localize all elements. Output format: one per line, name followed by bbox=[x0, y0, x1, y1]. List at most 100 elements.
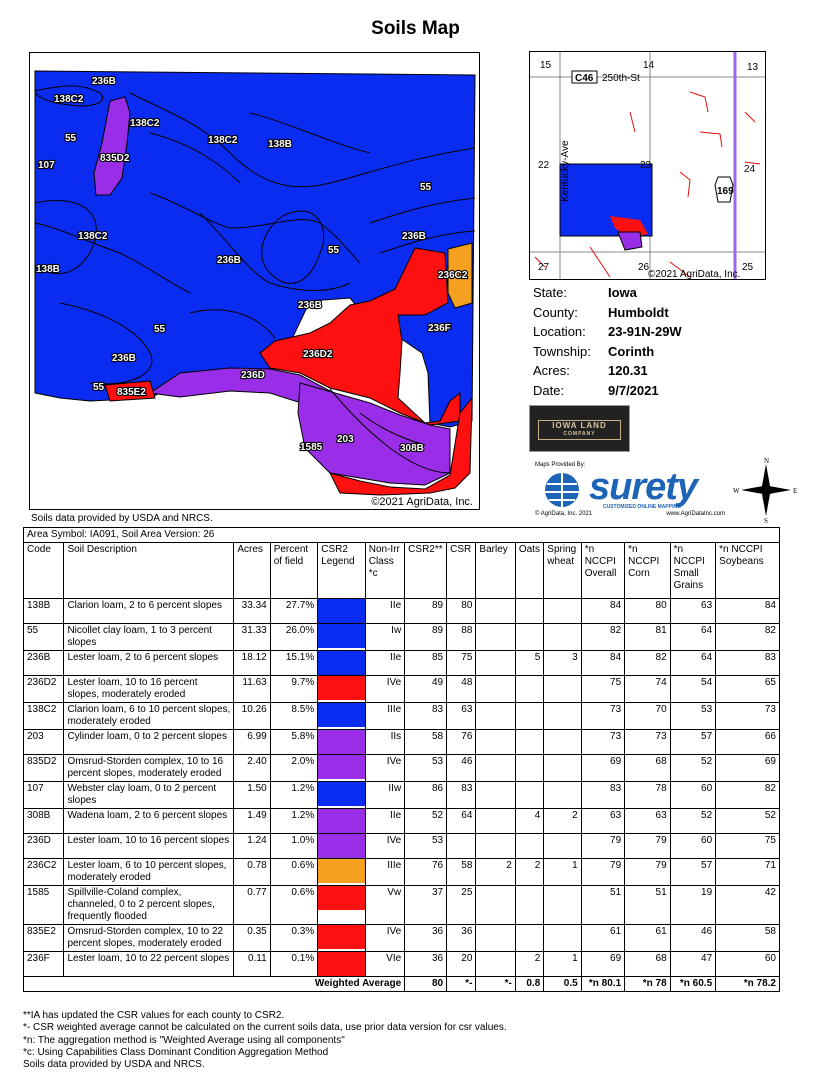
table-row: 835E2 Omsrud-Storden complex, 10 to 22 pe… bbox=[22, 924, 780, 952]
table-row: 236C2 Lester loam, 6 to 10 percent slopes… bbox=[22, 858, 780, 886]
inset-section: 23 bbox=[640, 160, 652, 171]
footnotes: **IA has updated the CSR values for each… bbox=[23, 1010, 507, 1071]
map-label: 55 bbox=[328, 245, 340, 256]
table-row: 138B Clarion loam, 2 to 6 percent slopes 3… bbox=[22, 598, 780, 624]
soil-835D2 bbox=[93, 96, 131, 196]
map-label: 138C2 bbox=[54, 94, 84, 105]
svg-text:E: E bbox=[793, 487, 797, 495]
location-inset-map[interactable]: C46 250th-St Kentucky-Ave 169 15 14 13 2… bbox=[529, 51, 766, 280]
map-label: 236B bbox=[298, 300, 322, 311]
soil-236C2 bbox=[447, 242, 473, 309]
csr2-legend-swatch bbox=[318, 730, 365, 754]
info-row: Date: 9/7/2021 bbox=[533, 382, 659, 398]
csr2-legend-swatch bbox=[318, 624, 365, 648]
map-label: 138C2 bbox=[208, 135, 238, 146]
inset-highway-label: 169 bbox=[717, 186, 734, 197]
soils-map-labels: 236B 138C2 138C2 55 107 835D2 138C2 138B… bbox=[35, 75, 469, 455]
map-label: 203 bbox=[337, 434, 354, 445]
map-copyright: ©2021 AgriData, Inc. bbox=[371, 496, 473, 508]
table-row: 1585 Spillville-Coland complex, channeled… bbox=[22, 885, 780, 925]
map-label: 835D2 bbox=[100, 153, 130, 164]
csr2-legend-swatch bbox=[318, 755, 365, 779]
inset-section: 15 bbox=[540, 60, 552, 71]
csr2-legend-swatch bbox=[318, 599, 365, 623]
iowa-land-logo: IOWA LAND COMPANY bbox=[529, 405, 630, 452]
map-label: 835E2 bbox=[117, 387, 146, 398]
table-row: 236D2 Lester loam, 10 to 16 percent slope… bbox=[22, 675, 780, 703]
map-label: 236D2 bbox=[303, 349, 333, 360]
map-label: 236B bbox=[112, 353, 136, 364]
table-row: 55 Nicollet clay loam, 1 to 3 percent slo… bbox=[22, 623, 780, 651]
map-label: 55 bbox=[93, 382, 105, 393]
inset-road-label: C46 bbox=[575, 73, 594, 84]
csr2-legend-swatch bbox=[318, 834, 365, 858]
map-label: 308B bbox=[400, 443, 424, 454]
inset-section: 22 bbox=[538, 160, 550, 171]
inset-section: 26 bbox=[638, 262, 650, 273]
soil-835E2 bbox=[104, 380, 156, 402]
map-label: 1585 bbox=[300, 442, 323, 453]
soils-map-graphic bbox=[34, 70, 476, 496]
table-row: 236F Lester loam, 10 to 22 percent slopes… bbox=[22, 951, 780, 977]
map-label: 138C2 bbox=[130, 118, 160, 129]
csr2-legend-swatch bbox=[318, 859, 365, 883]
table-row: 236D Lester loam, 10 to 16 percent slopes… bbox=[22, 833, 780, 859]
inset-section: 24 bbox=[744, 164, 756, 175]
field-boundary bbox=[34, 70, 476, 428]
data-source-note: Soils data provided by USDA and NRCS. bbox=[31, 513, 213, 524]
svg-text:S: S bbox=[764, 517, 768, 524]
inset-avenue-label: Kentucky-Ave bbox=[560, 140, 571, 202]
svg-text:W: W bbox=[733, 487, 740, 495]
csr2-legend-swatch bbox=[318, 703, 365, 727]
info-row: Location: 23-91N-29W bbox=[533, 324, 682, 339]
map-label: 236B bbox=[217, 255, 241, 266]
soil-203 bbox=[297, 382, 451, 486]
csr2-legend-swatch bbox=[318, 809, 365, 833]
table-row: 308B Wadena loam, 2 to 6 percent slopes 1.… bbox=[22, 808, 780, 834]
inset-street-label: 250th-St bbox=[602, 73, 640, 84]
map-label: 138B bbox=[268, 139, 292, 150]
map-label: 236B bbox=[92, 76, 116, 87]
csr2-legend-swatch bbox=[318, 925, 365, 949]
csr2-legend-swatch bbox=[318, 676, 365, 700]
csr2-legend-swatch bbox=[318, 782, 365, 806]
map-label: 138C2 bbox=[78, 231, 108, 242]
map-label: 55 bbox=[154, 324, 166, 335]
soil-236D bbox=[148, 367, 331, 410]
info-row: State: Iowa bbox=[533, 285, 637, 300]
compass-rose-icon: N E S W bbox=[733, 457, 797, 524]
map-label: 236F bbox=[428, 323, 451, 334]
csr2-legend-swatch bbox=[318, 952, 365, 976]
map-label: 55 bbox=[65, 133, 77, 144]
soils-map[interactable]: 236B 138C2 138C2 55 107 835D2 138C2 138B… bbox=[29, 52, 480, 510]
csr2-legend-swatch bbox=[318, 886, 365, 910]
map-label: 107 bbox=[38, 160, 55, 171]
table-row: 203 Cylinder loam, 0 to 2 percent slopes 6… bbox=[22, 729, 780, 755]
inset-section: 14 bbox=[643, 60, 655, 71]
map-label: 236C2 bbox=[438, 270, 468, 281]
soils-table: Area Symbol: IA091, Soil Area Version: 2… bbox=[22, 527, 780, 992]
map-label: 138B bbox=[36, 264, 60, 275]
weighted-average-row: Weighted Average 80 *- *- 0.8 0.5 *n 80.1 *n 78… bbox=[22, 976, 780, 992]
table-row: 107 Webster clay loam, 0 to 2 percent slo… bbox=[22, 781, 780, 809]
globe-icon bbox=[545, 473, 579, 507]
map-label: 236D bbox=[241, 370, 265, 381]
svg-text:N: N bbox=[764, 457, 769, 465]
table-row: 835D2 Omsrud-Storden complex, 10 to 16 pe… bbox=[22, 754, 780, 782]
soil-1585 bbox=[329, 396, 473, 496]
surety-logo: Maps Provided By: surety CUSTOMIZED ONLI… bbox=[535, 462, 725, 517]
info-row: Acres: 120.31 bbox=[533, 363, 648, 378]
inset-copyright: ©2021 AgriData, Inc. bbox=[648, 269, 740, 279]
table-row: 236B Lester loam, 2 to 6 percent slopes 18… bbox=[22, 650, 780, 676]
inset-section: 13 bbox=[747, 62, 759, 73]
field-info: State: Iowa County: Humboldt Location: 23-9… bbox=[533, 285, 682, 402]
area-symbol: Area Symbol: IA091, Soil Area Version: 2… bbox=[23, 527, 780, 543]
info-row: Township: Corinth bbox=[533, 343, 655, 359]
table-row: 138C2 Clarion loam, 6 to 10 percent slope… bbox=[22, 702, 780, 730]
map-label: 236B bbox=[402, 231, 426, 242]
inset-section: 27 bbox=[538, 262, 550, 273]
info-row: County: Humboldt bbox=[533, 304, 669, 320]
inset-section: 25 bbox=[742, 262, 754, 273]
inset-graphic: C46 250th-St Kentucky-Ave 169 15 14 13 2… bbox=[530, 52, 765, 279]
table-header: Code Soil Description Acres Percent of f… bbox=[22, 542, 780, 599]
